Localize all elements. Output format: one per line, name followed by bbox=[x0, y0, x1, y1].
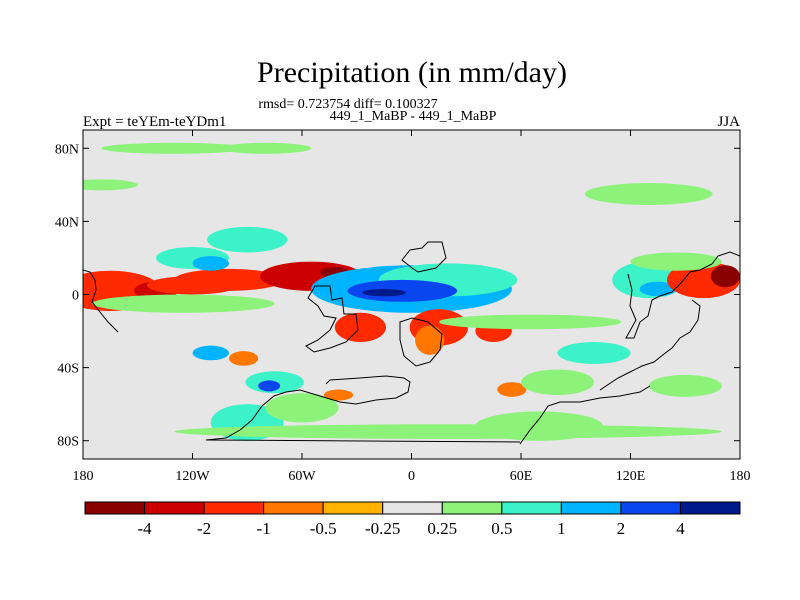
coastline-asia bbox=[625, 251, 740, 339]
colorbar-label-2: -1 bbox=[257, 519, 271, 538]
x-tick-label-2: 60W bbox=[288, 469, 316, 484]
coastline-africa bbox=[399, 241, 447, 367]
y-tick-label-4: 80S bbox=[57, 435, 79, 450]
contour-patch-30 bbox=[323, 389, 354, 401]
chart-title: Precipitation (in mm/day) bbox=[257, 56, 567, 89]
colorbar-swatch-8 bbox=[560, 501, 622, 515]
y-tick-label-0: 80N bbox=[55, 142, 79, 157]
coastline-south-america bbox=[305, 285, 359, 353]
colorbar-label-4: -0.25 bbox=[365, 519, 400, 538]
x-tick-label-6: 180 bbox=[730, 469, 751, 484]
contour-patch-36 bbox=[475, 411, 604, 441]
contour-patch-24 bbox=[192, 345, 229, 361]
coastline-antarctica bbox=[205, 375, 651, 445]
colorbar-swatch-0 bbox=[84, 501, 146, 515]
colorbar-label-1: -2 bbox=[197, 519, 211, 538]
colorbar-label-0: -4 bbox=[137, 519, 152, 538]
colorbar-swatch-4 bbox=[322, 501, 384, 515]
contour-patch-3 bbox=[174, 268, 284, 291]
y-tick-label-2: 0 bbox=[72, 289, 79, 304]
colorbar-swatch-7 bbox=[501, 501, 562, 515]
colorbar-swatch-2 bbox=[203, 501, 265, 515]
season-label: JJA bbox=[717, 114, 740, 130]
contour-patch-23 bbox=[630, 252, 722, 271]
contour-patch-9 bbox=[92, 294, 275, 313]
x-tick-label-1: 120W bbox=[175, 469, 210, 484]
contour-patch-38 bbox=[101, 142, 248, 154]
y-tick-label-1: 40N bbox=[55, 215, 79, 230]
colorbar-label-9: 4 bbox=[676, 519, 685, 538]
stats-subtitle: rmsd= 0.723754 diff= 0.100327 bbox=[258, 97, 437, 112]
map-plot-area bbox=[82, 129, 741, 460]
y-tick-label-3: 40S bbox=[57, 362, 79, 377]
coastline-north-america bbox=[83, 269, 119, 333]
colorbar-swatch-1 bbox=[144, 501, 205, 515]
coastlines bbox=[83, 241, 740, 445]
x-axis: 180 120W 60W 0 60E 120E 180 bbox=[73, 130, 751, 484]
contour-patch-33 bbox=[557, 342, 631, 364]
contour-patch-8 bbox=[192, 256, 229, 271]
colorbar-swatch-3 bbox=[263, 501, 324, 515]
colorbar-swatch-6 bbox=[441, 501, 503, 515]
contour-patch-29 bbox=[265, 393, 339, 423]
colorbar-swatch-5 bbox=[382, 501, 443, 515]
colorbar-label-6: 0.5 bbox=[491, 519, 512, 538]
colorbar-label-5: 0.25 bbox=[427, 519, 457, 538]
colorbar: -4 -2 -1 -0.5 -0.25 0.25 0.5 1 2 4 bbox=[84, 501, 741, 538]
colorbar-swatch-10 bbox=[679, 501, 741, 515]
contour-patch-31 bbox=[497, 382, 527, 397]
y-axis: 80N 40N 0 40S 80S bbox=[55, 142, 740, 450]
colorbar-swatch-9 bbox=[620, 501, 681, 515]
precipitation-contours bbox=[83, 142, 740, 441]
colorbar-label-7: 1 bbox=[557, 519, 566, 538]
contour-patch-16 bbox=[415, 325, 445, 355]
contour-patch-14 bbox=[334, 312, 386, 343]
contour-patch-40 bbox=[83, 179, 138, 191]
contour-patch-27 bbox=[258, 380, 281, 392]
contour-patch-32 bbox=[521, 369, 594, 396]
case-subtitle: 449_1_MaBP - 449_1_MaBP bbox=[330, 109, 497, 124]
colorbar-label-8: 2 bbox=[617, 519, 626, 538]
coastline-australia bbox=[599, 299, 701, 391]
x-tick-label-5: 120E bbox=[616, 469, 646, 484]
contour-patch-20 bbox=[639, 281, 677, 297]
contour-patch-39 bbox=[219, 142, 312, 154]
experiment-label: Expt = teYEm-teYDm1 bbox=[83, 114, 226, 130]
contour-patch-25 bbox=[229, 351, 259, 366]
colorbar-label-3: -0.5 bbox=[310, 519, 337, 538]
contour-patch-6 bbox=[207, 226, 288, 253]
contour-patch-18 bbox=[438, 314, 622, 330]
contour-patch-35 bbox=[174, 424, 722, 439]
x-tick-label-4: 60E bbox=[510, 469, 533, 484]
contour-patch-37 bbox=[584, 183, 713, 205]
x-tick-label-3: 0 bbox=[408, 469, 415, 484]
x-tick-label-0: 180 bbox=[73, 469, 94, 484]
contour-patch-22 bbox=[710, 265, 740, 288]
contour-patch-34 bbox=[648, 374, 722, 397]
contour-patch-13 bbox=[362, 289, 407, 297]
